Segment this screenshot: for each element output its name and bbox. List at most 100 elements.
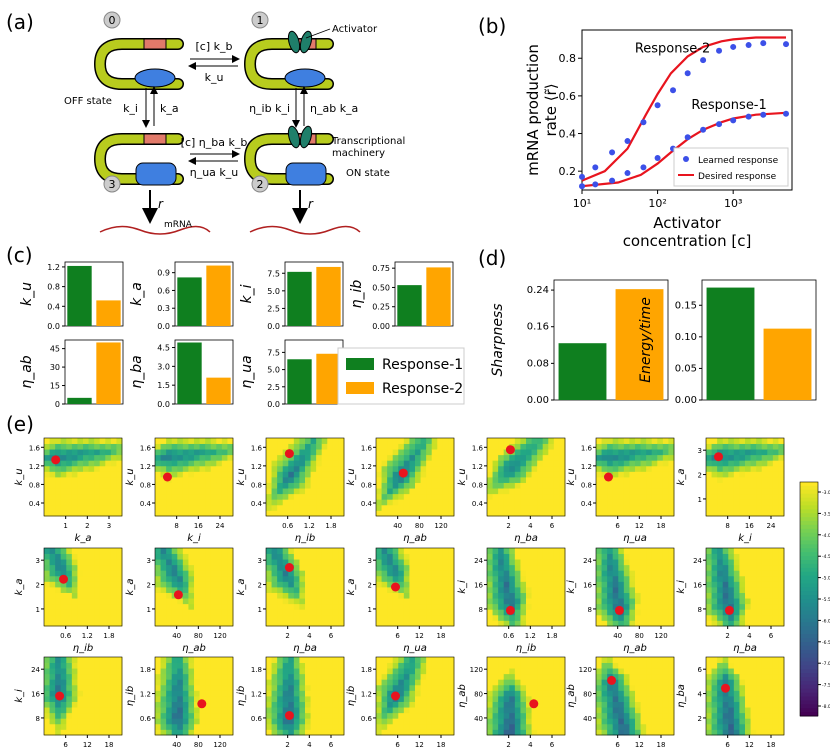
bar-c5-0 <box>177 342 202 404</box>
optimum-marker <box>51 455 61 465</box>
y-tick-label: 2 <box>36 582 40 590</box>
x-tick-label: 120 <box>213 632 226 640</box>
svg-text:1: 1 <box>257 14 264 27</box>
colorbar-tick-label: -3.5 <box>822 511 830 517</box>
y-axis-label: k_u <box>236 468 247 485</box>
x-tick-label: 6 <box>329 632 334 640</box>
x-tick-label: 120 <box>434 522 447 530</box>
learned-point <box>684 70 691 77</box>
bar-c4-0 <box>67 397 92 404</box>
learned-point <box>783 41 790 48</box>
x-tick-label: 2 <box>506 741 510 749</box>
x-tick-label: 6 <box>615 741 620 749</box>
svg-text:0: 0 <box>109 14 116 27</box>
y-tick-label: 3.0 <box>157 362 170 371</box>
learned-point <box>624 138 631 145</box>
rate-bottom-forward: [c] η_ba k_b <box>181 136 248 149</box>
y-tick-label: 16 <box>583 582 592 590</box>
y-tick-label: 7.5 <box>267 348 280 357</box>
learned-point <box>716 121 723 128</box>
x-axis-label: η_ua <box>403 643 427 654</box>
y-axis-label: k_a <box>676 469 687 486</box>
x-tick-label: 2 <box>85 522 89 530</box>
x-tick-label: 18 <box>437 741 446 749</box>
colorbar: -3.0 -3.5 -4.0 -4.5 -5.0 -5.5 -6.0 -6.5 -7.0 -7.5… <box>799 481 830 717</box>
learned-point <box>730 43 737 50</box>
heatmap-frame <box>154 547 234 627</box>
heatmap-frame <box>265 547 345 627</box>
response-chart: 0.2 0.4 0.6 0.8 10¹ 10² 10³ Response-2 Response-… <box>524 29 793 250</box>
panel-label-b: (b) <box>478 14 507 38</box>
heatmap-4: 2 4 6 0.4 0.8 1.2 1.6 η_ba k_u <box>457 437 566 544</box>
colorbar-tick-label: -4.0 <box>822 533 830 539</box>
optimum-marker <box>721 683 730 693</box>
rate-left-up: k_a <box>160 102 179 115</box>
x-tick-label: 1.8 <box>325 522 336 530</box>
heatmap-frame <box>375 547 455 627</box>
colorbar-tick-label: -7.5 <box>822 683 830 689</box>
heatmap-frame <box>43 437 123 517</box>
y-tick-label: 1.2 <box>140 691 151 699</box>
x-axis-label: k_i <box>187 533 201 544</box>
desired-curve-2 <box>581 36 786 182</box>
legend-label-1: Response-1 <box>382 357 463 373</box>
x-tick-label: 6 <box>550 522 555 530</box>
y-tick-label: 3 <box>147 557 151 565</box>
x-tick-label: 18 <box>437 632 446 640</box>
x-tick-label: 1.8 <box>103 632 114 640</box>
heatmap-frame <box>595 656 675 736</box>
y-tick-label: 1 <box>36 606 40 614</box>
legend-label-2: Response-2 <box>382 381 463 397</box>
y-tick-label: 0.0 <box>267 322 280 331</box>
rate-right-left: η_ib k_i <box>249 102 290 115</box>
x-axis-label: η_ab <box>403 533 427 544</box>
x-axis-label: η_ba <box>733 643 757 654</box>
y-axis-label-c4: η_ab <box>20 355 35 388</box>
x-tick-label: 16 <box>194 522 203 530</box>
x-tick-label: 2 <box>725 632 729 640</box>
learned-point <box>579 173 585 180</box>
y-tick-label: 0.6 <box>157 286 170 295</box>
optimum-marker <box>173 590 183 600</box>
heatmap-frame <box>486 547 566 627</box>
y-axis-label-line1: mRNA production <box>524 44 542 176</box>
y-tick-label: 0.8 <box>47 283 60 292</box>
bar-c3-0 <box>397 285 422 326</box>
x-tick-label: 0.6 <box>282 522 294 530</box>
rate-left-down: k_i <box>123 102 138 115</box>
rate-r-left: r <box>158 197 164 211</box>
y-tick-label: 0.00 <box>372 322 390 331</box>
y-axis-label: k_i <box>676 580 687 594</box>
heatmap-11: 0.6 1.2 1.8 8 16 24 η_ib k_i <box>457 547 566 654</box>
y-tick-label: 1.6 <box>472 444 484 452</box>
x-tick-label: 12 <box>745 741 754 749</box>
mrna-label: mRNA <box>164 220 193 230</box>
x-tick-label: 8 <box>725 522 729 530</box>
optimum-marker <box>724 605 734 615</box>
x-tick-label: 6 <box>769 632 774 640</box>
optimum-marker <box>398 468 408 478</box>
y-tick-label: 0.75 <box>372 264 390 273</box>
x-tick-label: 80 <box>194 741 203 749</box>
y-axis-label-c3: η_ib <box>349 280 365 309</box>
learned-point <box>716 47 723 54</box>
y-tick-label: 1.2 <box>361 463 372 471</box>
y-tick-label: 1.2 <box>47 263 60 272</box>
optimum-marker <box>284 563 294 572</box>
y-tick-label: 2 <box>698 472 702 480</box>
colorbar-tick-label: -5.5 <box>822 597 830 603</box>
x-tick-label: 6 <box>550 741 555 749</box>
x-axis-label-line1: Activator <box>653 214 721 232</box>
x-tick-label: 0.6 <box>503 632 515 640</box>
learned-point <box>640 164 647 171</box>
y-axis-label: η_ab <box>457 684 468 708</box>
y-tick-label: 1.6 <box>251 444 263 452</box>
state-0-badge: 0 <box>103 11 121 29</box>
y-tick-label: 24 <box>693 557 702 565</box>
heatmap-frame <box>43 656 123 736</box>
bar-d0-0 <box>558 343 607 400</box>
x-axis-label: η_ib <box>73 643 93 654</box>
y-tick-label: 0.6 <box>140 715 152 723</box>
optimum-marker <box>59 574 68 584</box>
activator-label: Activator <box>332 24 378 35</box>
